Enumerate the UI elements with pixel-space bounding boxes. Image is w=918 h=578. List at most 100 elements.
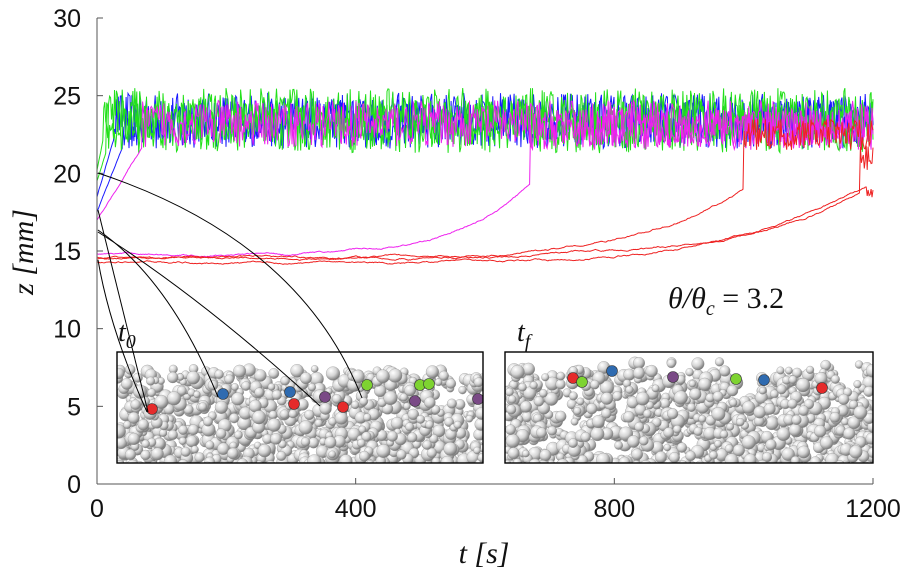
tracked-grain xyxy=(319,391,331,403)
inset-label-tf: tf xyxy=(517,317,533,353)
bead xyxy=(178,425,188,435)
bead xyxy=(334,411,348,425)
bead xyxy=(227,447,239,460)
bead xyxy=(631,448,643,461)
bead xyxy=(741,435,756,450)
bead xyxy=(800,462,806,463)
bead xyxy=(776,384,787,395)
bead xyxy=(445,378,457,389)
connector-2 xyxy=(97,229,219,398)
tick-labels: 0 400 800 1200 0 5 10 15 20 25 30 xyxy=(53,5,901,523)
x-axis-label: t [s] xyxy=(459,537,510,570)
bead xyxy=(233,364,247,378)
bead xyxy=(536,427,547,439)
series-grain-red-1 xyxy=(96,119,874,262)
bead xyxy=(299,372,312,385)
bead xyxy=(214,369,224,379)
bead xyxy=(422,440,432,450)
bead xyxy=(205,440,215,450)
bead xyxy=(505,433,520,448)
bead xyxy=(847,416,861,430)
inset-t0-frame xyxy=(116,351,484,464)
bead xyxy=(673,390,688,405)
bead xyxy=(187,424,199,436)
bead xyxy=(632,367,645,380)
bead xyxy=(691,357,705,371)
inset-t0 xyxy=(116,351,484,473)
bead xyxy=(528,458,541,463)
bead xyxy=(831,462,838,463)
bead xyxy=(667,408,679,420)
bead xyxy=(809,456,822,463)
bead xyxy=(288,409,298,419)
bead xyxy=(719,365,731,377)
bead xyxy=(776,366,785,375)
bead xyxy=(117,367,125,380)
bead xyxy=(337,464,346,473)
bead xyxy=(600,392,614,405)
bead xyxy=(444,417,454,427)
inset-label-t0: t0 xyxy=(118,317,136,353)
tracked-grain xyxy=(409,395,421,407)
bead xyxy=(390,416,404,430)
bead xyxy=(298,420,313,435)
bead xyxy=(403,402,411,410)
inset-tf-beads xyxy=(505,356,873,474)
bead xyxy=(186,370,200,385)
bead xyxy=(475,407,483,420)
bead xyxy=(712,391,724,402)
bead xyxy=(307,454,322,463)
bead xyxy=(224,374,235,385)
bead xyxy=(361,431,372,442)
y-tick-label-5: 5 xyxy=(67,393,81,421)
bead xyxy=(633,464,642,473)
bead xyxy=(788,423,802,437)
tracked-grain xyxy=(758,374,770,386)
bead xyxy=(853,405,868,420)
bead xyxy=(399,393,408,402)
bead xyxy=(555,379,566,390)
bead xyxy=(570,417,579,426)
bead xyxy=(203,416,213,427)
bead xyxy=(359,396,369,406)
bead xyxy=(383,390,398,406)
bead xyxy=(424,396,436,409)
bead xyxy=(753,405,766,419)
bead xyxy=(465,414,474,423)
bead xyxy=(688,380,697,388)
bead xyxy=(522,449,530,458)
bead xyxy=(432,424,446,438)
bead xyxy=(405,422,415,432)
bead xyxy=(474,417,483,431)
bead xyxy=(743,453,757,463)
bead xyxy=(814,425,827,438)
bead xyxy=(714,357,725,367)
bead xyxy=(568,438,578,448)
bead xyxy=(685,368,694,377)
bead xyxy=(319,402,332,415)
bead xyxy=(151,447,164,461)
bead xyxy=(279,409,290,420)
bead xyxy=(416,415,425,424)
bead xyxy=(724,444,734,454)
bead xyxy=(382,462,389,463)
connector-3 xyxy=(97,209,149,413)
bead xyxy=(359,450,370,462)
bead xyxy=(676,442,688,453)
bead xyxy=(555,410,567,423)
bead xyxy=(768,462,772,463)
bead xyxy=(698,414,707,423)
bead xyxy=(623,411,635,423)
bead xyxy=(645,401,654,410)
bead xyxy=(425,420,434,429)
bead xyxy=(507,395,517,404)
bead xyxy=(473,446,481,455)
bead xyxy=(290,364,304,378)
bead xyxy=(816,464,826,474)
bead xyxy=(130,399,141,410)
tracked-grain xyxy=(816,382,828,394)
bead xyxy=(835,460,845,463)
bead xyxy=(848,400,859,410)
bead xyxy=(573,406,582,416)
bead xyxy=(193,390,201,399)
